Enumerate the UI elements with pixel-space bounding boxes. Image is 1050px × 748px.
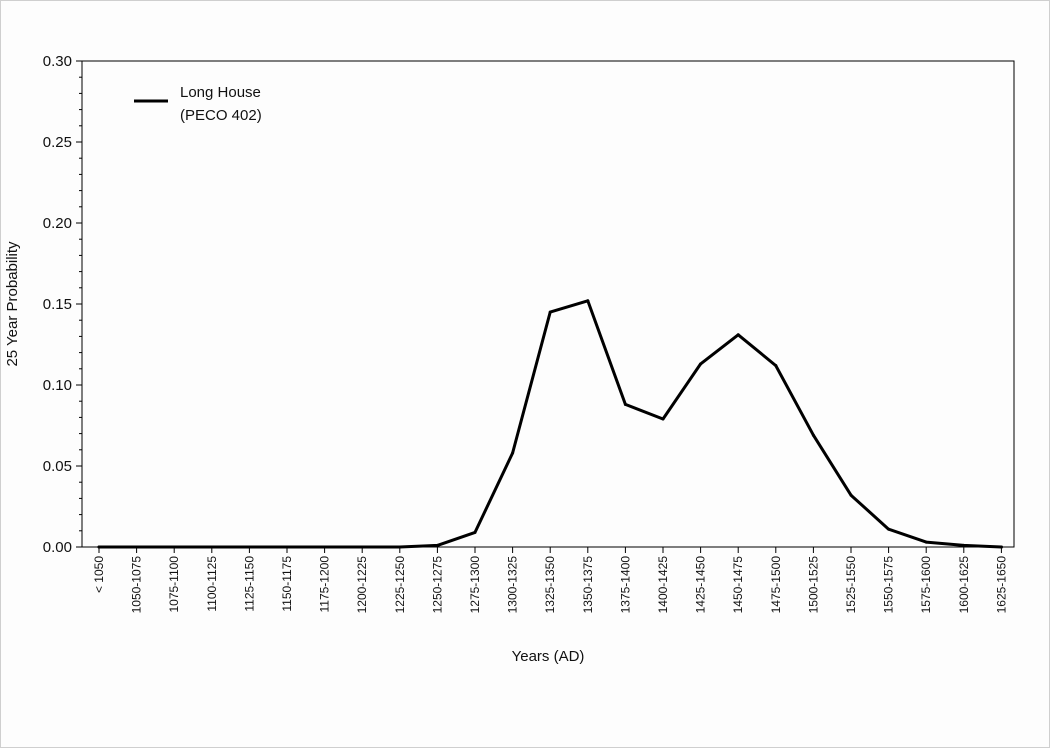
y-tick-label-0: 0.00	[43, 539, 72, 556]
data-point-0-2	[172, 545, 176, 549]
x-tick-label-14: 1375-1400	[618, 556, 632, 614]
x-axis-title: Years (AD)	[512, 648, 585, 665]
x-tick-label-1: 1050-1075	[130, 556, 144, 614]
data-point-0-3	[210, 545, 214, 549]
legend: Long House (PECO 402)	[134, 84, 262, 124]
data-point-0-8	[398, 545, 402, 549]
data-point-0-12	[548, 310, 552, 314]
data-point-0-4	[247, 545, 251, 549]
y-tick-label-1: 0.05	[43, 458, 72, 475]
data-point-0-20	[849, 493, 853, 497]
data-point-0-13	[586, 299, 590, 303]
series-layer	[97, 299, 1003, 549]
x-tick-label-13: 1350-1375	[581, 556, 595, 614]
x-tick-label-10: 1275-1300	[468, 556, 482, 614]
x-tick-label-0: < 1050	[92, 556, 106, 593]
data-point-0-7	[360, 545, 364, 549]
data-point-0-9	[435, 543, 439, 547]
x-tick-label-20: 1525-1550	[844, 556, 858, 614]
data-point-0-0	[97, 545, 101, 549]
x-axis: < 1050 1050-1075 1075-1100 1100-1125 1125-11…	[92, 547, 1008, 613]
data-point-0-1	[135, 545, 139, 549]
series-line-0	[97, 299, 1003, 549]
x-tick-label-7: 1200-1225	[355, 556, 369, 614]
x-tick-label-18: 1475-1500	[769, 556, 783, 614]
y-tick-label-5: 0.25	[43, 134, 72, 151]
y-axis-title: 25 Year Probability	[4, 241, 21, 367]
data-point-0-18	[774, 364, 778, 368]
y-tick-label-2: 0.10	[43, 377, 72, 394]
data-point-0-14	[623, 402, 627, 406]
x-tick-label-15: 1400-1425	[656, 556, 670, 614]
data-point-0-22	[924, 540, 928, 544]
x-tick-label-8: 1225-1250	[393, 556, 407, 614]
y-tick-label-3: 0.15	[43, 296, 72, 313]
plot-area	[81, 60, 1015, 548]
x-tick-label-2: 1075-1100	[167, 556, 181, 613]
x-tick-label-3: 1100-1125	[205, 556, 219, 612]
legend-label-line-2: (PECO 402)	[180, 107, 262, 124]
legend-label-line-1: Long House	[180, 84, 261, 101]
data-point-0-15	[661, 417, 665, 421]
data-point-0-19	[811, 433, 815, 437]
y-axis: 0.00 0.05 0.10 0.15 0.20 0.25 0.30	[43, 53, 82, 556]
x-tick-label-12: 1325-1350	[543, 556, 557, 614]
x-tick-label-9: 1250-1275	[430, 556, 444, 614]
y-tick-label-4: 0.20	[43, 215, 72, 232]
x-tick-label-17: 1450-1475	[731, 556, 745, 614]
x-tick-label-19: 1500-1525	[806, 556, 820, 614]
data-point-0-16	[699, 362, 703, 366]
data-point-0-6	[323, 545, 327, 549]
x-tick-label-22: 1575-1600	[919, 556, 933, 614]
x-tick-label-6: 1175-1200	[318, 556, 332, 613]
x-tick-label-21: 1550-1575	[882, 556, 896, 614]
y-tick-label-6: 0.30	[43, 53, 72, 70]
data-point-0-21	[887, 527, 891, 531]
data-point-0-23	[962, 543, 966, 547]
x-tick-label-16: 1425-1450	[694, 556, 708, 614]
x-tick-label-23: 1600-1625	[957, 556, 971, 614]
x-tick-label-4: 1125-1150	[242, 556, 256, 612]
data-point-0-5	[285, 545, 289, 549]
x-tick-label-24: 1625-1650	[994, 556, 1008, 614]
data-point-0-17	[736, 333, 740, 337]
x-tick-label-5: 1150-1175	[280, 556, 294, 612]
data-point-0-10	[473, 530, 477, 534]
data-point-0-24	[999, 545, 1003, 549]
x-tick-label-11: 1300-1325	[506, 556, 520, 614]
data-point-0-11	[511, 451, 515, 455]
